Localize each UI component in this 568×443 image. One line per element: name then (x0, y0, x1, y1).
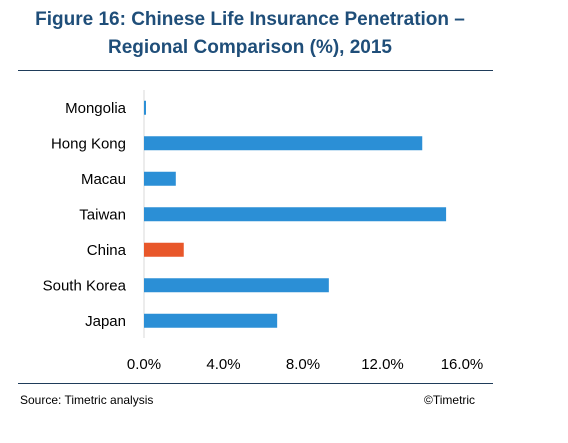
category-label-china: China (87, 242, 127, 259)
bar-south-korea (144, 278, 329, 293)
top-divider (18, 70, 493, 71)
x-tick-label: 4.0% (206, 356, 240, 373)
category-labels: Mongolia Hong Kong Macau Taiwan China South K… (43, 100, 127, 330)
bar-hong-kong (144, 136, 423, 151)
bottom-divider (18, 383, 493, 384)
chart-title: Figure 16: Chinese Life Insurance Penetr… (0, 6, 500, 62)
x-tick-labels: 0.0% 4.0% 8.0% 12.0% 16.0% (127, 356, 483, 373)
category-label-japan: Japan (85, 313, 126, 330)
source-note: Source: Timetric analysis (20, 393, 154, 407)
x-tick-label: 0.0% (127, 356, 161, 373)
category-label-south-korea: South Korea (43, 277, 127, 294)
category-label-mongolia: Mongolia (65, 100, 127, 117)
x-tick-label: 8.0% (286, 356, 320, 373)
category-label-macau: Macau (81, 171, 126, 188)
bar-taiwan (144, 207, 447, 222)
bar-japan (144, 313, 278, 328)
category-label-hong-kong: Hong Kong (51, 135, 126, 152)
x-tick-label: 16.0% (441, 356, 484, 373)
x-tick-label: 12.0% (361, 356, 404, 373)
category-label-taiwan: Taiwan (79, 206, 126, 223)
chart-title-line2: Regional Comparison (%), 2015 (107, 37, 392, 58)
bar-china (144, 242, 184, 257)
copyright-note: ©Timetric (424, 393, 476, 407)
bar-group (144, 100, 447, 328)
bar-macau (144, 171, 176, 186)
chart-title-line1: Figure 16: Chinese Life Insurance Penetr… (35, 9, 465, 30)
bar-mongolia (144, 100, 146, 115)
